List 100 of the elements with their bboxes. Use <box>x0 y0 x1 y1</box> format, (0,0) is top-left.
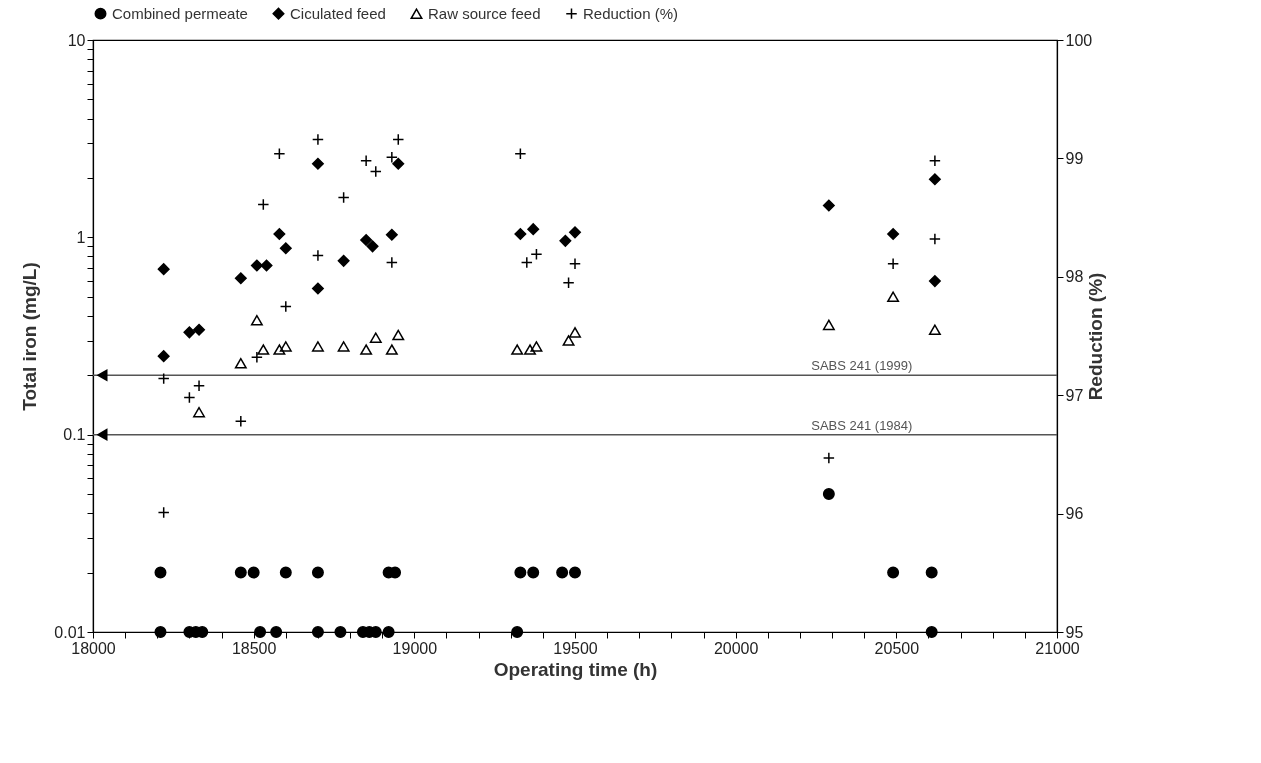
point <box>311 341 324 352</box>
y-tick-label: 0.01 <box>54 623 86 641</box>
point <box>183 391 196 404</box>
point <box>366 240 379 253</box>
point <box>260 259 273 272</box>
y-tick-label: 1 <box>76 228 86 246</box>
point <box>887 257 900 270</box>
point <box>157 506 170 519</box>
legend-label: Ciculated feed <box>290 4 386 22</box>
point <box>928 232 941 245</box>
point <box>273 344 286 355</box>
point <box>311 282 324 295</box>
point <box>193 379 206 392</box>
point <box>369 332 382 343</box>
point <box>311 566 324 579</box>
point <box>254 626 267 638</box>
point <box>530 341 543 352</box>
point <box>569 327 581 338</box>
x-tick-label: 20000 <box>713 639 759 657</box>
point <box>234 415 247 428</box>
y-tick-label: 0.1 <box>63 426 86 444</box>
point <box>183 326 196 339</box>
point <box>822 451 835 464</box>
point <box>234 357 247 369</box>
point <box>270 626 283 638</box>
point <box>250 351 263 364</box>
point <box>234 566 247 579</box>
point <box>385 151 398 164</box>
point <box>928 275 941 288</box>
point <box>392 133 405 146</box>
legend-label: Raw source feed <box>428 4 541 22</box>
point <box>334 626 347 638</box>
point <box>157 350 170 363</box>
point <box>511 344 524 355</box>
point <box>822 199 835 212</box>
point <box>822 319 835 331</box>
legend-label: Reduction (%) <box>583 4 679 22</box>
point <box>311 133 324 146</box>
point <box>273 147 286 160</box>
point <box>527 223 540 236</box>
point <box>511 626 524 638</box>
point <box>822 488 835 501</box>
point <box>193 406 206 418</box>
point <box>257 198 270 211</box>
point <box>887 291 900 303</box>
point <box>887 227 900 240</box>
point <box>925 566 938 579</box>
point <box>385 344 398 355</box>
point <box>360 154 373 167</box>
point <box>514 227 527 240</box>
point <box>311 626 324 638</box>
point <box>247 566 260 579</box>
legend-label: Combined permeate <box>112 4 248 22</box>
y2-tick-label: 100 <box>1065 31 1093 49</box>
x-tick-label: 21000 <box>1035 639 1080 657</box>
point <box>559 234 572 247</box>
point <box>562 276 575 289</box>
point <box>337 254 350 267</box>
point <box>392 157 405 170</box>
x-tick-label: 18000 <box>71 639 116 657</box>
point <box>157 263 170 276</box>
point <box>385 228 398 241</box>
point <box>569 566 581 579</box>
point <box>337 341 350 352</box>
point <box>527 566 540 579</box>
point <box>311 157 324 170</box>
point <box>530 248 543 261</box>
point <box>514 566 527 579</box>
point <box>562 335 575 346</box>
point <box>157 372 170 385</box>
point <box>279 566 292 579</box>
point <box>556 566 569 579</box>
point <box>273 227 286 240</box>
point <box>154 566 167 579</box>
point <box>887 566 900 579</box>
point <box>392 329 405 341</box>
point <box>193 323 206 336</box>
y2-tick-label: 99 <box>1065 149 1084 167</box>
point <box>928 173 941 186</box>
point <box>250 314 263 326</box>
point <box>928 324 941 336</box>
point <box>279 242 292 255</box>
y2-axis-title: Reduction (%) <box>1085 272 1107 401</box>
x-tick-label: 19000 <box>392 639 438 657</box>
point <box>360 233 373 246</box>
point <box>154 626 167 638</box>
point <box>257 344 270 355</box>
y2-tick-label: 97 <box>1065 386 1084 404</box>
y2-tick-label: 96 <box>1065 505 1084 523</box>
point <box>928 154 941 167</box>
y-tick-label: 10 <box>67 31 86 49</box>
point <box>514 147 527 160</box>
point <box>279 300 292 313</box>
point <box>524 344 537 355</box>
point <box>925 626 938 638</box>
point <box>337 191 350 204</box>
y2-tick-label: 98 <box>1065 268 1084 286</box>
ref-line-label: SABS 241 (1999) <box>811 358 913 374</box>
ref-line-label: SABS 241 (1984) <box>811 417 913 433</box>
point <box>569 226 581 239</box>
